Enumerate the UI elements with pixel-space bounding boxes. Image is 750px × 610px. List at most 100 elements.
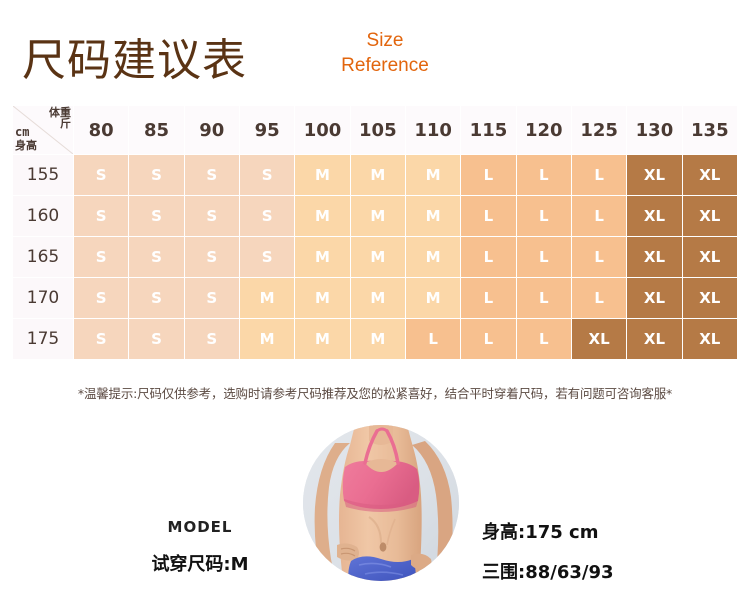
size-cell: M — [350, 319, 405, 359]
size-cell: S — [184, 155, 239, 195]
table-row: 160 S S S S M M M L L L XL XL — [13, 196, 737, 236]
column-header: 110 — [405, 106, 461, 154]
column-header: 85 — [129, 106, 184, 154]
size-cell: XL — [571, 319, 627, 359]
size-cell: S — [74, 319, 129, 359]
model-photo-illustration — [303, 425, 459, 581]
column-header: 125 — [571, 106, 627, 154]
size-cell: M — [239, 319, 295, 359]
size-cell: M — [405, 278, 461, 318]
size-cell: M — [295, 319, 350, 359]
size-cell: S — [129, 196, 184, 236]
diagonal-divider-icon — [13, 106, 73, 154]
size-cell: S — [129, 278, 184, 318]
size-cell: L — [516, 155, 571, 195]
size-cell: XL — [682, 155, 737, 195]
table-body: 155 S S S S M M M L L L XL XL 160 S S S S M M M L L L XL XL 165 S S S… — [13, 155, 737, 359]
table-corner-cell: 体重 斤 cm 身高 — [13, 106, 73, 154]
size-cell: L — [461, 155, 516, 195]
subtitle-line-1: Size — [366, 30, 404, 51]
size-cell: XL — [627, 278, 682, 318]
table-row: 170 S S S M M M M L L L XL XL — [13, 278, 737, 318]
size-cell: XL — [627, 196, 682, 236]
size-cell: L — [571, 278, 627, 318]
subtitle-line-2: Reference — [341, 55, 429, 76]
size-cell: XL — [682, 196, 737, 236]
model-info-left: MODEL 试穿尺码:M — [110, 518, 290, 576]
column-header: 135 — [682, 106, 737, 154]
row-header-height: 160 — [13, 196, 73, 236]
size-cell: S — [129, 237, 184, 277]
row-header-height: 175 — [13, 319, 73, 359]
size-cell: S — [184, 319, 239, 359]
size-chart-table: 体重 斤 cm 身高 80 85 90 95 100 105 110 115 1… — [12, 105, 738, 360]
column-header: 80 — [74, 106, 129, 154]
row-header-height: 170 — [13, 278, 73, 318]
size-cell: M — [405, 155, 461, 195]
size-cell: S — [74, 196, 129, 236]
model-height: 身高:175 cm — [482, 522, 599, 543]
page-subtitle: Size Reference — [300, 28, 470, 78]
size-cell: M — [350, 237, 405, 277]
size-cell: L — [571, 196, 627, 236]
model-photo — [303, 425, 459, 581]
column-header: 120 — [516, 106, 571, 154]
size-cell: M — [405, 237, 461, 277]
size-cell: XL — [627, 237, 682, 277]
size-cell: M — [295, 237, 350, 277]
column-header: 105 — [350, 106, 405, 154]
size-cell: L — [461, 319, 516, 359]
size-cell: L — [571, 155, 627, 195]
size-cell: S — [184, 237, 239, 277]
size-cell: S — [74, 237, 129, 277]
size-cell: S — [239, 196, 295, 236]
size-cell: S — [129, 155, 184, 195]
model-label: MODEL — [167, 518, 233, 536]
size-cell: S — [129, 319, 184, 359]
size-cell: L — [461, 278, 516, 318]
size-cell: S — [74, 278, 129, 318]
size-cell: L — [516, 196, 571, 236]
size-cell: M — [405, 196, 461, 236]
column-header: 95 — [239, 106, 295, 154]
size-chart-table-wrapper: 体重 斤 cm 身高 80 85 90 95 100 105 110 115 1… — [12, 105, 738, 360]
size-cell: L — [405, 319, 461, 359]
column-header: 90 — [184, 106, 239, 154]
weight-axis-label: 体重 斤 — [49, 107, 71, 129]
size-cell: S — [184, 196, 239, 236]
size-cell: L — [461, 196, 516, 236]
size-cell: M — [350, 155, 405, 195]
unit-label-cm: cm — [15, 125, 30, 139]
weight-axis-label-line2: 斤 — [60, 117, 71, 130]
size-cell: M — [350, 278, 405, 318]
table-row: 155 S S S S M M M L L L XL XL — [13, 155, 737, 195]
size-cell: XL — [682, 319, 737, 359]
column-header: 130 — [627, 106, 682, 154]
model-measurements: 三围:88/63/93 — [482, 562, 614, 583]
size-cell: S — [184, 278, 239, 318]
size-cell: L — [516, 319, 571, 359]
footnote-text: *温馨提示:尺码仅供参考，选购时请参考尺码推荐及您的松紧喜好，结合平时穿着尺码，… — [77, 386, 673, 401]
column-header: 100 — [295, 106, 350, 154]
size-cell: L — [571, 237, 627, 277]
column-header: 115 — [461, 106, 516, 154]
row-header-height: 155 — [13, 155, 73, 195]
size-cell: M — [350, 196, 405, 236]
size-cell: XL — [627, 319, 682, 359]
size-cell: L — [516, 278, 571, 318]
size-cell: XL — [682, 278, 737, 318]
size-cell: S — [239, 237, 295, 277]
size-cell: S — [74, 155, 129, 195]
height-axis-label: 身高 — [15, 139, 37, 152]
size-cell: XL — [682, 237, 737, 277]
size-cell: M — [295, 278, 350, 318]
size-cell: L — [461, 237, 516, 277]
table-row: 165 S S S S M M M L L L XL XL — [13, 237, 737, 277]
model-info-right: 身高:175 cm 三围:88/63/93 — [482, 518, 614, 584]
size-cell: M — [239, 278, 295, 318]
size-cell: S — [239, 155, 295, 195]
weight-axis-label-line1: 体重 — [49, 106, 71, 119]
table-row: 175 S S S M M M L L L XL XL XL — [13, 319, 737, 359]
size-cell: L — [516, 237, 571, 277]
size-cell: M — [295, 155, 350, 195]
